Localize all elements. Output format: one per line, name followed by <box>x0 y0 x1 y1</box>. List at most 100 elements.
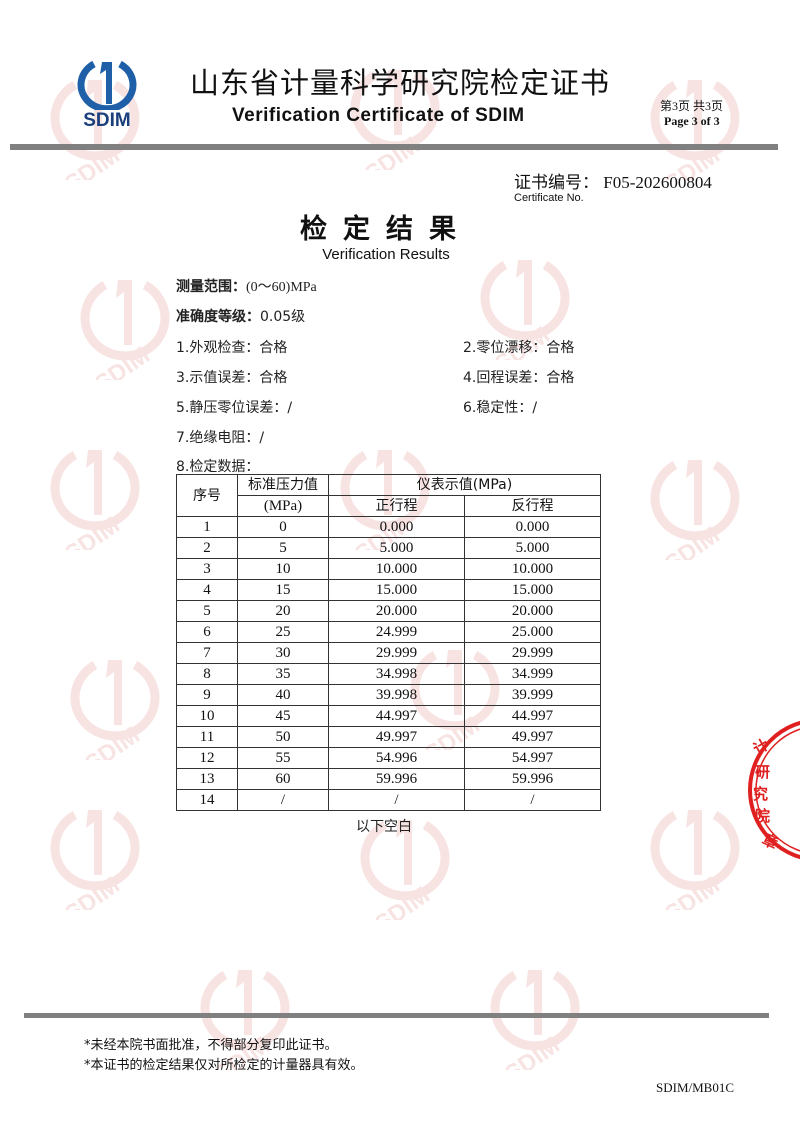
cell-downstroke: 25.000 <box>464 621 601 643</box>
check-item: 2.零位漂移：合格 <box>463 340 575 356</box>
cell-upstroke: 24.999 <box>328 621 465 643</box>
table-row: 8 35 34.998 34.999 <box>176 663 601 685</box>
cell-standard: 60 <box>237 768 329 790</box>
verification-data-table: 序号 标准压力值 仪表示值(MPa) (MPa) 正行程 反行程 1 0 0.000… <box>176 474 601 811</box>
check-item: 4.回程误差：合格 <box>463 370 575 386</box>
range-value: (0～60)MPa <box>246 280 317 295</box>
table-row: 1 0 0.000 0.000 <box>176 516 601 538</box>
form-code: SDIM/MB01C <box>656 1080 735 1095</box>
cell-index: 1 <box>176 516 238 538</box>
certificate-number: 证书编号： F05-202600804 <box>514 168 712 193</box>
check-item: 5.静压零位误差：/ <box>176 400 293 416</box>
cell-standard: 50 <box>237 726 329 748</box>
table-row: 10 45 44.997 44.997 <box>176 705 601 727</box>
cell-index: 2 <box>176 537 238 559</box>
title-en: Verification Certificate of SDIM <box>232 105 525 126</box>
cell-index: 14 <box>176 789 238 811</box>
certificate-label: 证书编号： <box>514 173 599 192</box>
svg-text:SDIM: SDIM <box>360 132 425 170</box>
svg-text:SDIM: SDIM <box>660 872 725 910</box>
cell-upstroke: 0.000 <box>328 516 465 538</box>
table-row: 14// / <box>176 789 601 811</box>
page-number-en: Page 3 of 3 <box>664 114 720 128</box>
svg-text:SDIM: SDIM <box>80 722 145 760</box>
svg-text:SDIM: SDIM <box>500 1032 565 1070</box>
sdim-logo: SDIM <box>74 58 140 131</box>
cell-standard: 25 <box>237 621 329 643</box>
cell-standard: 55 <box>237 747 329 769</box>
sdim-watermark: SDIM <box>40 440 150 568</box>
cell-downstroke: 0.000 <box>464 516 601 538</box>
cell-index: 9 <box>176 684 238 706</box>
cell-upstroke: 34.998 <box>328 663 465 685</box>
accuracy-label: 准确度等级： <box>176 309 260 325</box>
results-title: 检定结果 <box>300 214 472 245</box>
sdim-watermark: SDIM <box>640 450 750 578</box>
cell-downstroke: 29.999 <box>464 642 601 664</box>
title-cn: 山东省计量科学研究院检定证书 <box>190 66 611 100</box>
footer-note: *本证书的检定结果仅对所检定的计量器具有效。 <box>84 1058 364 1073</box>
table-row: 13 60 59.996 59.996 <box>176 768 601 790</box>
cell-downstroke: 10.000 <box>464 558 601 580</box>
svg-text:SDIM: SDIM <box>90 342 155 380</box>
accuracy-class: 准确度等级：0.05级 <box>176 306 305 326</box>
table-row: 12 55 54.996 54.997 <box>176 747 601 769</box>
check-item: 1.外观检查：合格 <box>176 340 288 356</box>
check-item: 3.示值误差：合格 <box>176 370 288 386</box>
certificate-label-en: Certificate No. <box>514 192 584 204</box>
cell-upstroke: 54.996 <box>328 747 465 769</box>
cell-downstroke: 5.000 <box>464 537 601 559</box>
cell-standard: 30 <box>237 642 329 664</box>
svg-text:SDIM: SDIM <box>660 522 725 560</box>
cell-downstroke: 59.996 <box>464 768 601 790</box>
cell-index: 8 <box>176 663 238 685</box>
table-row: 4 15 15.000 15.000 <box>176 579 601 601</box>
footer-note: *未经本院书面批准，不得部分复印此证书。 <box>84 1038 338 1053</box>
cell-upstroke: 15.000 <box>328 579 465 601</box>
cell-standard: 5 <box>237 537 329 559</box>
data-label: 8.检定数据： <box>176 459 260 475</box>
cell-index: 4 <box>176 579 238 601</box>
cell-standard: 20 <box>237 600 329 622</box>
cell-standard: 15 <box>237 579 329 601</box>
svg-text:研: 研 <box>755 763 770 781</box>
cell-index: 3 <box>176 558 238 580</box>
cell-standard: 35 <box>237 663 329 685</box>
svg-text:计: 计 <box>750 735 772 758</box>
table-row: 9 40 39.998 39.999 <box>176 684 601 706</box>
svg-text:究: 究 <box>753 785 768 803</box>
cell-upstroke: / <box>328 789 465 811</box>
cell-standard: 45 <box>237 705 329 727</box>
svg-text:SDIM: SDIM <box>60 872 125 910</box>
table-row: 2 5 5.000 5.000 <box>176 537 601 559</box>
cell-standard: 0 <box>237 516 329 538</box>
results-subtitle: Verification Results <box>322 246 450 263</box>
header-divider <box>10 144 778 150</box>
sdim-watermark: SDIM <box>40 800 150 928</box>
cell-index: 6 <box>176 621 238 643</box>
certificate-value: F05-202600804 <box>603 173 712 192</box>
table-row: 5 20 20.000 20.000 <box>176 600 601 622</box>
header-index: 序号 <box>176 474 238 517</box>
cell-downstroke: 39.999 <box>464 684 601 706</box>
page-number-cn: 第3页 共3页 <box>660 99 724 113</box>
logo-emblem-icon <box>77 60 137 113</box>
cell-downstroke: 44.997 <box>464 705 601 727</box>
cell-standard: 40 <box>237 684 329 706</box>
cell-upstroke: 39.998 <box>328 684 465 706</box>
header-standard-unit: (MPa) <box>237 495 329 517</box>
table-row: 3 10 10.000 10.000 <box>176 558 601 580</box>
check-item: 7.绝缘电阻：/ <box>176 430 265 446</box>
sdim-watermark: SDIM <box>70 270 180 398</box>
check-item: 6.稳定性：/ <box>463 400 538 416</box>
cell-upstroke: 49.997 <box>328 726 465 748</box>
header-reading: 仪表示值(MPa) <box>328 474 601 496</box>
blank-note: 以下空白 <box>356 819 412 835</box>
cell-index: 13 <box>176 768 238 790</box>
cell-index: 5 <box>176 600 238 622</box>
cell-downstroke: 34.999 <box>464 663 601 685</box>
header-downstroke: 反行程 <box>464 495 601 517</box>
cell-downstroke: 54.997 <box>464 747 601 769</box>
cell-standard: 10 <box>237 558 329 580</box>
cell-upstroke: 5.000 <box>328 537 465 559</box>
